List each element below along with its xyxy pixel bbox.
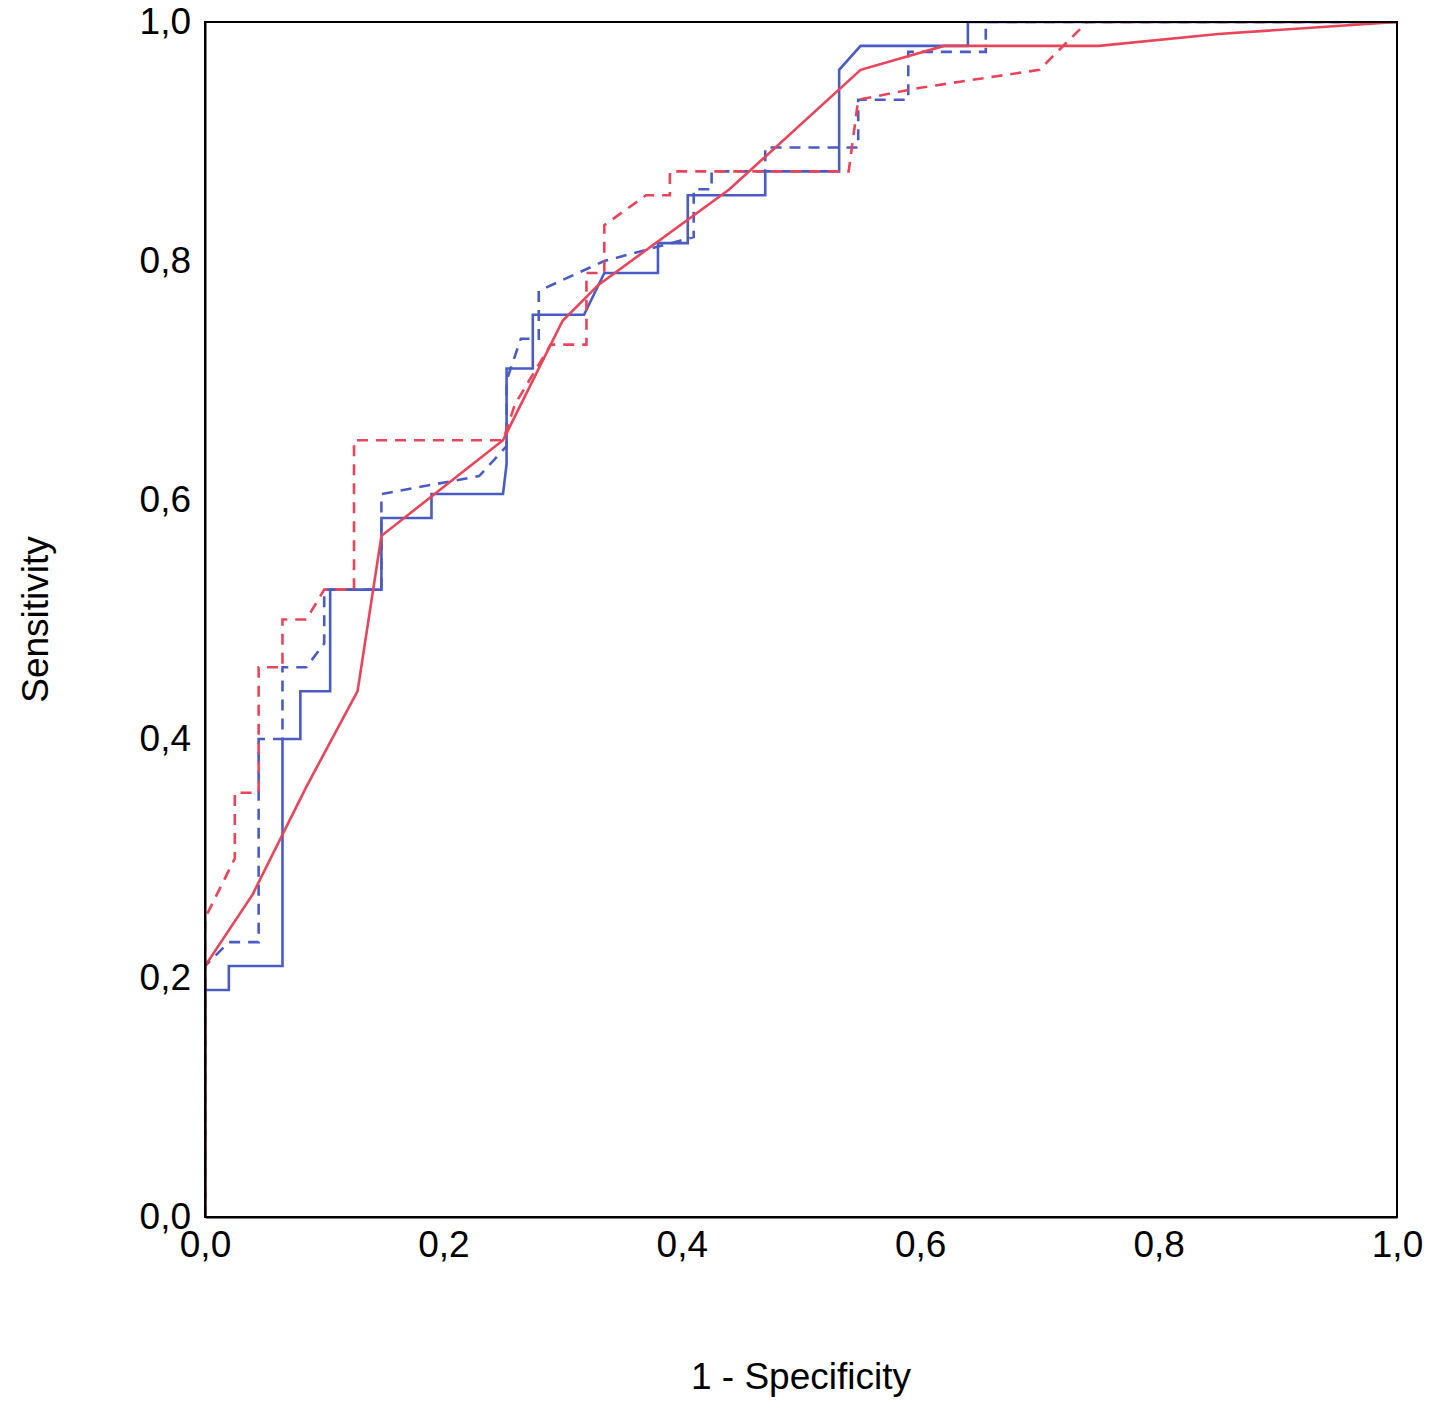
tick: 0,8 <box>140 240 205 281</box>
tick: 0,2 <box>418 1217 469 1265</box>
roc-line <box>205 22 1397 1217</box>
tick: 0,2 <box>140 957 205 998</box>
tick-label: 0,2 <box>418 1224 469 1265</box>
tick-label: 0,8 <box>1133 1224 1184 1265</box>
tick: 0,6 <box>895 1217 946 1265</box>
x-axis: 0,00,20,40,60,81,0 <box>180 1217 1423 1265</box>
tick-label: 0,6 <box>140 479 191 520</box>
roc-line <box>205 22 1397 1217</box>
x-axis-title: 1 - Specificity <box>691 1356 912 1397</box>
tick: 0,8 <box>1133 1217 1184 1265</box>
tick: 0,0 <box>140 1196 205 1237</box>
series-group <box>205 22 1397 1217</box>
tick-label: 1,0 <box>140 1 191 42</box>
tick-label: 0,8 <box>140 240 191 281</box>
plot: 0,00,20,40,60,81,00,00,20,40,60,81,0 <box>140 1 1424 1265</box>
roc-line <box>205 22 1397 1217</box>
plot-frame <box>205 22 1397 1217</box>
y-axis-title: Sensitivity <box>15 536 56 703</box>
tick-label: 0,4 <box>140 718 191 759</box>
chart: 0,00,20,40,60,81,00,00,20,40,60,81,01 - … <box>0 0 1437 1411</box>
tick: 0,4 <box>140 718 205 759</box>
roc-line <box>205 22 1397 1217</box>
tick-label: 0,6 <box>895 1224 946 1265</box>
tick-label: 0,2 <box>140 957 191 998</box>
tick: 0,6 <box>140 479 205 520</box>
axis-line <box>205 23 207 1218</box>
y-axis: 0,0 0,2 0,4 0,6 0,8 1,0 <box>140 1 206 1237</box>
axis-line <box>206 1217 1398 1219</box>
tick-label: 1,0 <box>1372 1224 1423 1265</box>
tick: 1,0 <box>1372 1217 1423 1265</box>
tick-label: 0,4 <box>657 1224 708 1265</box>
tick: 0,4 <box>657 1217 708 1265</box>
tick-label: 0,0 <box>140 1196 191 1237</box>
tick: 1,0 <box>140 1 205 42</box>
